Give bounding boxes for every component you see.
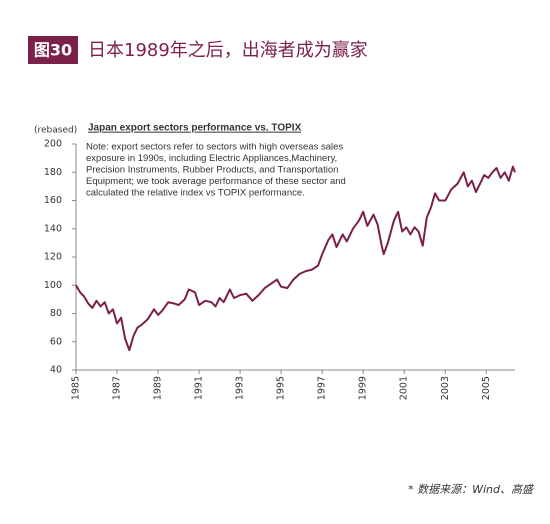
y-tick-label: 140 xyxy=(44,223,62,234)
line-series xyxy=(75,165,516,352)
y-axis-label: (rebased) xyxy=(34,126,77,136)
y-tick-label: 180 xyxy=(44,167,62,178)
y-tick-label: 60 xyxy=(50,336,62,347)
badge-bg xyxy=(28,36,78,64)
y-tick-label: 80 xyxy=(50,308,62,319)
x-tick-label: 1989 xyxy=(153,376,164,400)
y-tick-label: 160 xyxy=(44,195,62,206)
page-title: 日本1989年之后，出海者成为赢家 xyxy=(88,39,368,61)
note-line: Equipment; we took average performance o… xyxy=(86,176,346,187)
chart-title: Japan export sectors performance vs. TOP… xyxy=(88,123,302,134)
note-line: Note: export sectors refer to sectors wi… xyxy=(86,142,343,153)
x-tick-label: 1991 xyxy=(194,376,205,400)
x-tick-label: 1987 xyxy=(112,376,123,400)
x-tick-label: 2003 xyxy=(440,376,451,400)
x-tick-label: 1985 xyxy=(71,376,82,400)
x-tick-label: 1995 xyxy=(276,376,287,400)
y-tick-label: 120 xyxy=(44,252,62,263)
x-tick-label: 1997 xyxy=(317,376,328,400)
note-line: Precision Instruments, Rubber Products, … xyxy=(86,165,338,176)
note-line: calculated the relative index vs TOPIX p… xyxy=(86,188,305,199)
y-tick-label: 100 xyxy=(44,280,62,291)
x-tick-label: 2001 xyxy=(399,376,410,400)
y-tick-label: 200 xyxy=(44,139,62,150)
source: * 数据来源：Wind、高盛 xyxy=(408,483,535,496)
x-tick-label: 1993 xyxy=(235,376,246,400)
y-tick-label: 40 xyxy=(50,365,62,376)
x-tick-label: 2005 xyxy=(481,376,492,400)
badge: 图30 xyxy=(34,41,72,60)
x-tick-label: 1999 xyxy=(358,376,369,400)
note-line: exposure in 1990s, including Electric Ap… xyxy=(86,153,337,164)
